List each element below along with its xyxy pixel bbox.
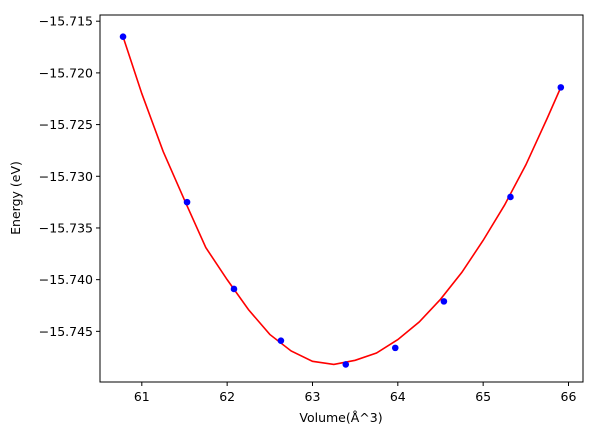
data-point [230,285,238,293]
data-point [391,344,399,352]
data-point [183,198,191,206]
data-point [507,193,514,201]
y-tick-label: −15.740 [39,272,93,287]
y-axis-label: Energy (eV) [8,161,23,235]
y-tick-label: −15.720 [39,65,93,80]
y-tick-label: −15.725 [39,117,93,132]
x-axis-label: Volume(Å^3) [299,410,382,425]
x-tick-label: 62 [219,389,235,404]
x-tick-label: 65 [475,389,491,404]
data-point [440,298,448,305]
plot-frame [99,14,584,383]
y-tick-label: −15.735 [39,220,93,235]
data-point [557,84,565,91]
y-tick-label: −15.715 [39,14,93,29]
x-tick-label: 63 [305,389,321,404]
data-point [342,361,350,368]
x-axis: 61 62 63 64 65 66 [134,382,577,404]
x-tick-label: 64 [390,389,406,404]
y-axis: −15.745 −15.740 −15.735 −15.730 −15.725 −15.7… [39,14,100,339]
y-tick-label: −15.730 [39,169,93,184]
y-tick-label: −15.745 [39,324,93,339]
x-tick-label: 66 [561,389,577,404]
x-tick-label: 61 [134,389,150,404]
data-point [277,337,285,344]
plot-area [119,33,565,368]
data-point [119,33,127,41]
